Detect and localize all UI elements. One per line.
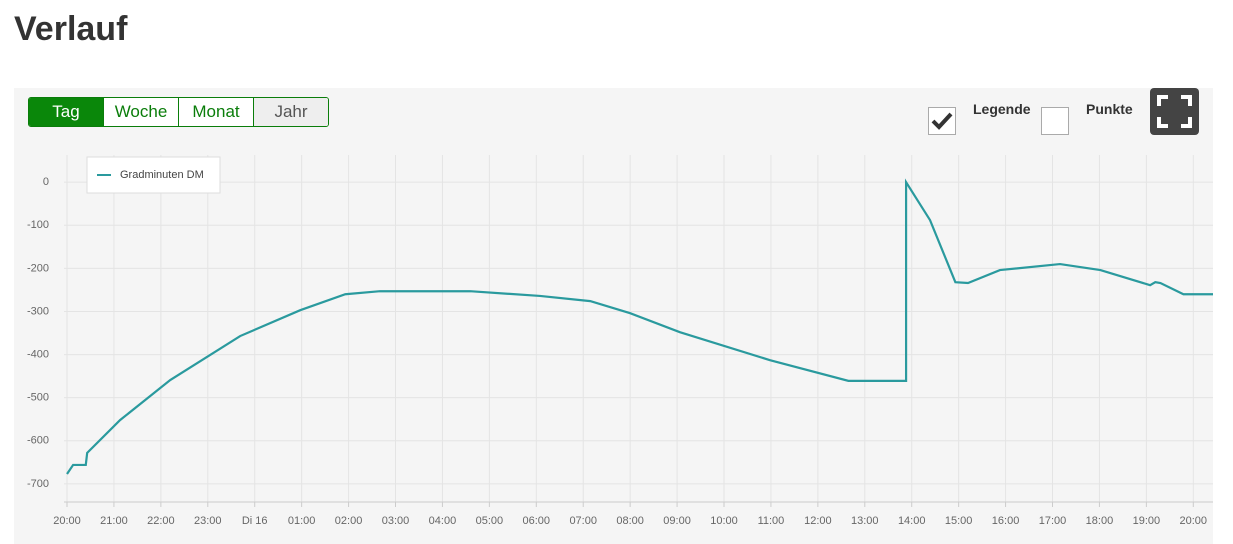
x-tick-label: 11:00 xyxy=(758,515,785,527)
y-tick-label: -300 xyxy=(27,305,49,317)
y-tick-label: -100 xyxy=(27,219,49,231)
y-tick-label: -500 xyxy=(27,392,49,404)
checkbox[interactable] xyxy=(928,107,956,135)
x-tick-label: 21:00 xyxy=(100,515,128,527)
x-tick-label: 15:00 xyxy=(945,515,973,527)
x-tick-label: 18:00 xyxy=(1086,515,1114,527)
x-tick-label: 03:00 xyxy=(382,515,410,527)
checkbox-label: Legende xyxy=(973,101,1031,117)
x-tick-label: 12:00 xyxy=(804,515,832,527)
range-button[interactable]: Jahr xyxy=(254,98,328,126)
x-tick-label: 13:00 xyxy=(851,515,879,527)
x-tick-label: 05:00 xyxy=(476,515,504,527)
x-tick-label: 01:00 xyxy=(288,515,316,527)
x-tick-label: 20:00 xyxy=(53,515,81,527)
fullscreen-button[interactable] xyxy=(1150,88,1199,135)
range-button[interactable]: Monat xyxy=(179,98,254,126)
y-tick-label: 0 xyxy=(43,176,49,188)
x-tick-label: 17:00 xyxy=(1039,515,1067,527)
y-tick-label: -700 xyxy=(27,478,49,490)
y-tick-label: -200 xyxy=(27,262,49,274)
x-tick-label: 09:00 xyxy=(663,515,691,527)
x-tick-label: 07:00 xyxy=(569,515,597,527)
page-title: Verlauf xyxy=(14,10,128,48)
x-tick-label: 02:00 xyxy=(335,515,363,527)
x-tick-label: Di 16 xyxy=(242,515,268,527)
data-line xyxy=(66,178,1213,475)
x-tick-label: 19:00 xyxy=(1133,515,1161,527)
range-buttons: Tag Woche Monat Jahr xyxy=(28,97,329,127)
x-tick-label: 16:00 xyxy=(992,515,1020,527)
checkbox-label: Punkte xyxy=(1086,101,1133,117)
x-tick-label: 06:00 xyxy=(523,515,551,527)
x-tick-label: 14:00 xyxy=(898,515,926,527)
checkbox[interactable] xyxy=(1041,107,1069,135)
range-button[interactable]: Woche xyxy=(104,98,179,126)
x-tick-label: 10:00 xyxy=(710,515,738,527)
check-mark xyxy=(931,112,953,130)
y-tick-label: -400 xyxy=(27,348,49,360)
y-tick-label: -600 xyxy=(27,435,49,447)
x-tick-label: 22:00 xyxy=(147,515,175,527)
x-tick-label: 08:00 xyxy=(616,515,644,527)
x-tick-label: 04:00 xyxy=(429,515,457,527)
range-button[interactable]: Tag xyxy=(29,98,104,126)
fullscreen-icon xyxy=(1157,95,1192,128)
x-tick-label: 23:00 xyxy=(194,515,222,527)
x-tick-label: 20:00 xyxy=(1180,515,1208,527)
legend-label: Gradminuten DM xyxy=(120,169,204,181)
